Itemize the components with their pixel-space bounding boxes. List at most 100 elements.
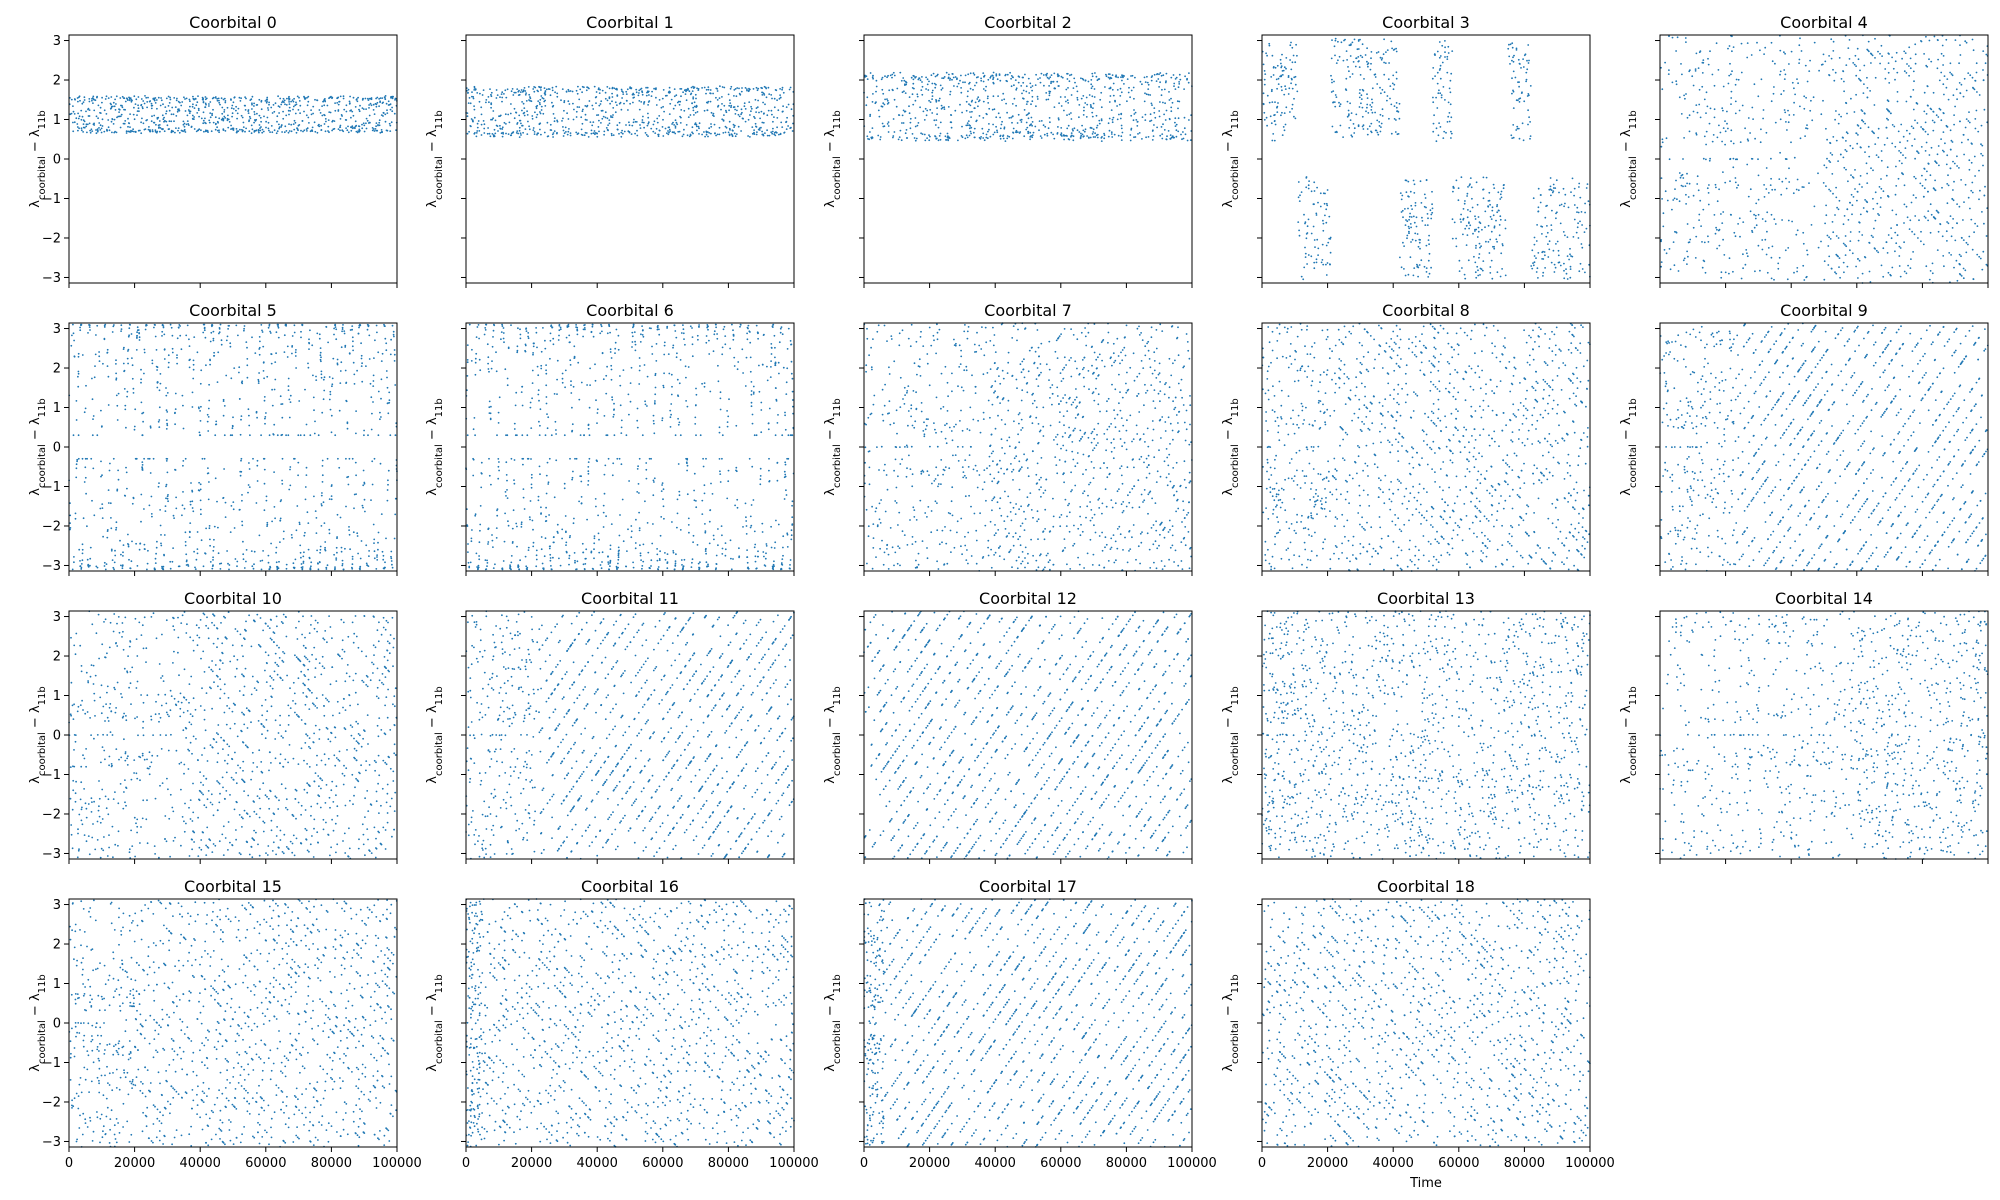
data-point [260,568,263,571]
data-point [877,134,880,137]
data-point [1107,73,1110,75]
data-point [1734,100,1737,103]
data-point [1518,101,1521,103]
data-point [1403,245,1405,248]
data-point [1898,255,1901,257]
data-point [519,132,522,135]
data-point [1862,207,1865,209]
data-point [1057,117,1060,119]
data-point [973,136,976,139]
data-point [510,103,512,105]
data-point [200,405,202,408]
data-point [329,408,332,411]
data-point [546,121,549,124]
data-point [1565,272,1568,275]
data-point [241,128,243,131]
data-point [692,132,694,135]
data-point [501,135,504,138]
data-point [134,103,137,105]
data-point [367,99,370,101]
data-point [473,108,476,111]
data-point [914,99,917,102]
data-point [264,100,267,102]
data-point [933,119,936,122]
data-point [1153,111,1156,114]
data-point [1404,208,1406,210]
data-point [889,74,892,77]
data-point [285,104,288,106]
data-point [1016,131,1019,134]
data-point [1304,252,1307,255]
data-point [195,104,198,107]
data-point [1863,83,1865,85]
data-point [1511,92,1513,95]
data-point [771,97,773,100]
data-point [1384,62,1387,64]
data-point [754,122,757,125]
data-point [1672,199,1675,201]
data-point [1396,110,1399,113]
data-point [1713,116,1716,119]
data-point [892,89,894,92]
data-point [647,121,650,124]
data-point [1052,80,1054,83]
data-point [1845,140,1847,142]
data-point [1474,218,1477,220]
data-point [1288,87,1291,90]
data-point [1075,85,1078,88]
data-point [1177,117,1180,120]
data-point [976,98,979,100]
data-point [638,108,641,111]
data-point [1959,54,1962,56]
data-point [228,121,231,123]
data-point [1982,69,1984,71]
data-point [1585,227,1588,230]
data-point [1933,35,1936,38]
data-point [1837,122,1840,125]
data-point [1165,72,1168,75]
data-point [1699,199,1702,202]
data-point [1031,85,1034,87]
data-point [697,88,700,90]
data-point [1714,232,1717,235]
data-point [1565,268,1567,270]
data-point [756,89,759,92]
data-point [200,129,202,132]
data-point [1838,257,1841,259]
data-point [1040,120,1043,122]
data-point [1876,202,1879,205]
data-point [1312,225,1315,228]
data-point [999,116,1001,119]
data-point [1465,224,1468,227]
data-point [1781,219,1783,221]
data-point [728,120,731,123]
data-point [728,133,731,136]
data-point [251,108,253,110]
data-point [1043,84,1045,87]
data-point [267,121,270,124]
data-point [120,113,123,116]
data-point [1972,278,1975,280]
data-point [248,424,251,427]
data-point [721,96,723,98]
data-point [1851,147,1854,150]
data-point [1973,231,1975,234]
data-point [1020,121,1023,123]
data-point [1280,66,1283,69]
data-point [1120,113,1123,116]
panel-title: Coorbital 2 [984,13,1072,32]
data-point [1144,81,1147,83]
data-point [1495,219,1497,222]
data-point [1093,88,1096,90]
data-point [1466,216,1469,219]
data-point [1317,254,1319,256]
data-point [1951,227,1954,229]
data-point [886,98,888,100]
data-point [1353,132,1356,134]
data-point [95,129,97,131]
data-point [1869,52,1872,55]
data-point [1471,197,1473,200]
data-point [1680,63,1682,65]
data-point [756,106,759,108]
data-point [389,130,392,133]
